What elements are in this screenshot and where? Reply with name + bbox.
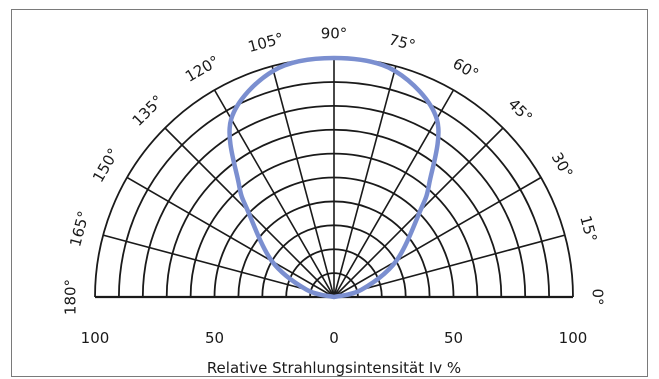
radial-tick-labels: 100 50 0 50 100 bbox=[81, 329, 588, 347]
angle-label: 90° bbox=[321, 25, 348, 43]
grid-spoke bbox=[333, 89, 455, 298]
angle-label: 135° bbox=[129, 92, 167, 130]
angle-label: 165° bbox=[66, 209, 93, 249]
polar-grid bbox=[94, 57, 574, 299]
x-axis-title: Relative Strahlungsintensität Iv % bbox=[207, 359, 461, 377]
grid-spoke bbox=[102, 234, 335, 298]
angle-label: 180° bbox=[62, 279, 80, 315]
angle-label: 60° bbox=[450, 54, 482, 83]
grid-spoke bbox=[333, 65, 397, 298]
angle-label: 105° bbox=[246, 29, 286, 56]
angle-label: 120° bbox=[182, 52, 222, 86]
angle-label: 75° bbox=[387, 30, 417, 54]
radial-tick-label: 0 bbox=[329, 329, 339, 347]
grid-spoke bbox=[126, 176, 335, 298]
radial-tick-label: 50 bbox=[444, 329, 463, 347]
grid-spoke bbox=[333, 176, 542, 298]
grid-spoke bbox=[213, 89, 335, 298]
angle-label: 15° bbox=[576, 214, 600, 244]
chart-frame bbox=[11, 9, 648, 377]
radiation-pattern-curve bbox=[227, 55, 441, 300]
grid-spoke bbox=[333, 234, 566, 298]
radial-tick-label: 100 bbox=[559, 329, 588, 347]
radial-tick-label: 100 bbox=[81, 329, 110, 347]
grid-spoke bbox=[271, 65, 335, 298]
series-layer bbox=[227, 55, 441, 300]
angle-label: 30° bbox=[548, 149, 577, 181]
angle-label: 150° bbox=[89, 145, 123, 185]
angle-label: 45° bbox=[504, 95, 536, 127]
radial-tick-label: 50 bbox=[205, 329, 224, 347]
angle-label: 0° bbox=[588, 288, 606, 305]
